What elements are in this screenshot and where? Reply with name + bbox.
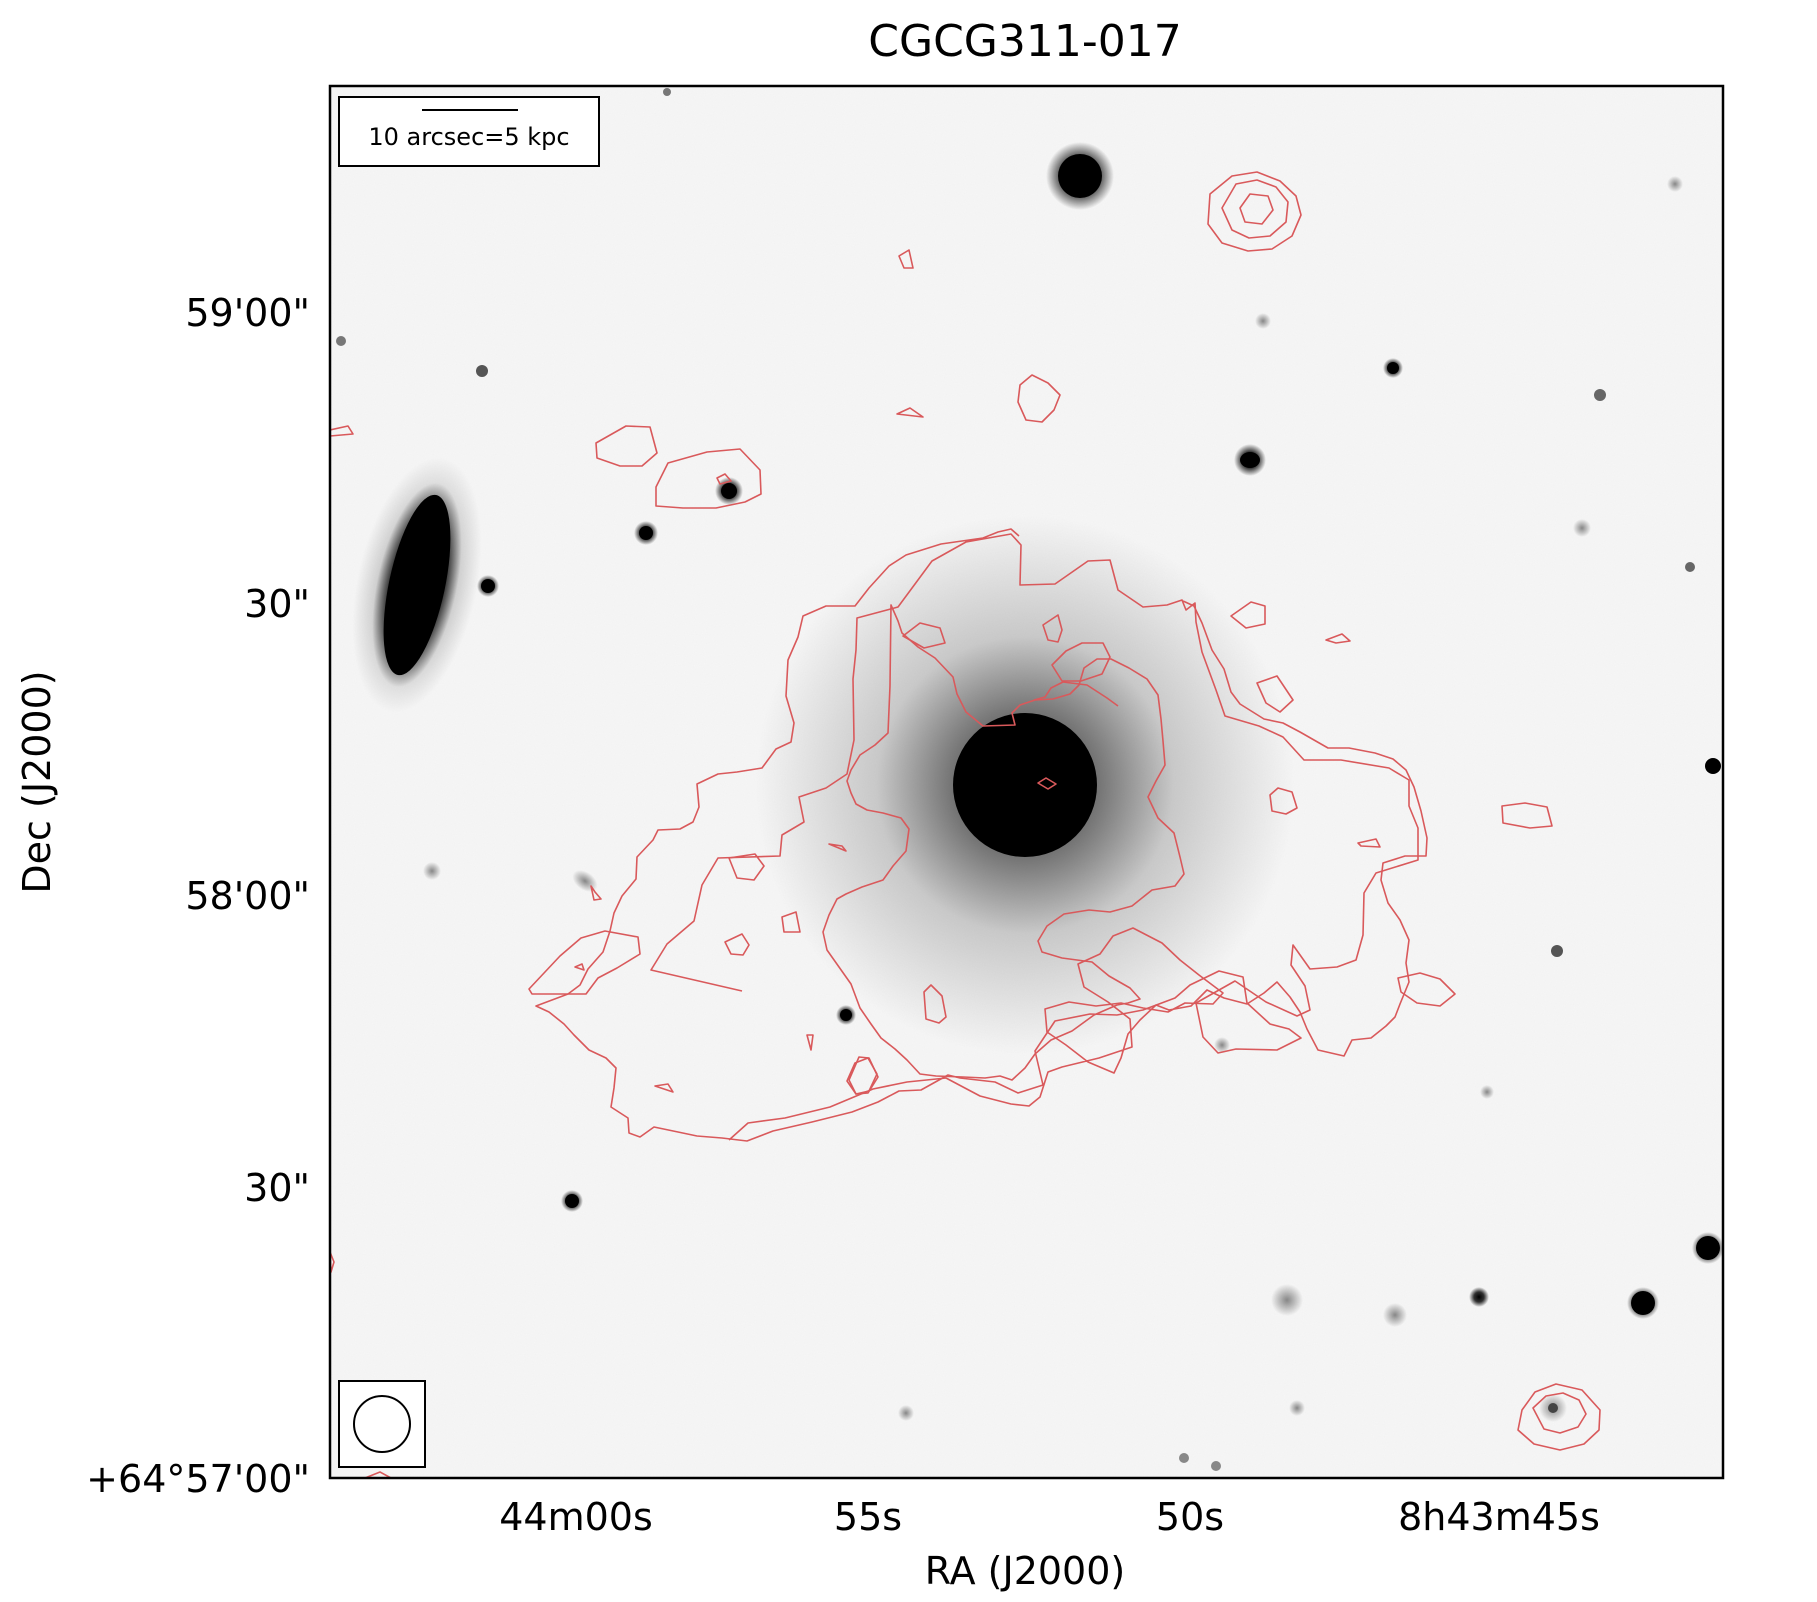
dec-tick-label: 30" xyxy=(244,1166,310,1210)
scale-bar-label: 10 arcsec=5 kpc xyxy=(368,123,569,151)
dec-tick-label: 30" xyxy=(244,582,310,626)
x-axis-label: RA (J2000) xyxy=(925,1549,1126,1593)
plot-frame xyxy=(328,84,1725,1480)
contour-outer-main xyxy=(728,600,1428,1141)
contour-inner-b xyxy=(1033,681,1119,707)
optical-image: 10 arcsec=5 kpc xyxy=(330,86,1723,1478)
ra-tick-label: 50s xyxy=(1156,1495,1224,1539)
radio-contours xyxy=(330,171,1601,1478)
beam-marker xyxy=(338,1380,426,1468)
plot-title: CGCG311-017 xyxy=(868,16,1181,67)
scale-bar: 10 arcsec=5 kpc xyxy=(338,96,600,167)
contour-core xyxy=(1037,777,1057,790)
contour-outer xyxy=(535,528,1419,1142)
ra-tick-label: 55s xyxy=(834,1495,902,1539)
beam-circle-icon xyxy=(353,1395,411,1453)
ra-tick-label: 44m00s xyxy=(499,1495,653,1539)
dec-tick-label: 58'00" xyxy=(185,874,310,918)
edge-on-galaxy xyxy=(352,457,482,713)
y-axis-label: Dec (J2000) xyxy=(15,670,59,893)
dec-ticks: 59'00" 30" 58'00" 30" +64°57'00" xyxy=(86,291,310,1501)
ra-tick-label: 8h43m45s xyxy=(1398,1495,1600,1539)
bright-sources xyxy=(477,142,1723,1319)
ra-ticks: 44m00s 55s 50s 8h43m45s xyxy=(499,1495,1600,1539)
faint-sources xyxy=(336,88,1695,1471)
dec-tick-label: 59'00" xyxy=(185,291,310,335)
dec-tick-label: +64°57'00" xyxy=(86,1457,310,1501)
contour-inner xyxy=(822,604,1185,1081)
